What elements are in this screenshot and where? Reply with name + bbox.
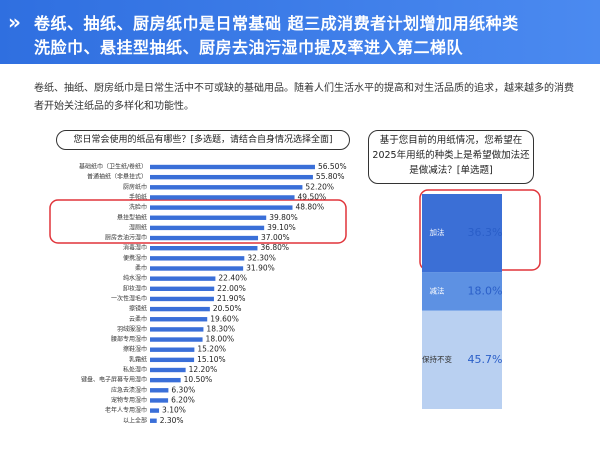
value-label: 3.10%	[162, 406, 186, 415]
bar	[150, 398, 169, 403]
bar	[150, 205, 293, 210]
value-label: 18.30%	[206, 324, 235, 333]
value-label: 32.30%	[247, 253, 276, 262]
category-label: 便携湿巾	[123, 254, 147, 262]
category-label: 消毒湿巾	[123, 244, 147, 252]
header: » 卷纸、抽纸、厨房纸巾是日常基础 超三成消费者计划增加用纸种类 洗脸巾、悬挂型…	[0, 0, 600, 64]
value-label: 31.90%	[246, 264, 275, 273]
intro-text: 卷纸、抽纸、厨房纸巾是日常生活中不可或缺的基础用品。随着人们生活水平的提高和对生…	[34, 83, 574, 112]
value-label: 19.60%	[210, 314, 239, 323]
value-label: 22.00%	[217, 284, 246, 293]
category-label: 一次性湿毛巾	[111, 294, 147, 302]
bar	[150, 215, 267, 220]
bar	[150, 377, 181, 383]
value-label: 20.50%	[213, 304, 242, 313]
bar	[150, 164, 315, 170]
category-label: 厨房去油污湿巾	[105, 234, 147, 242]
category-label: 厨房纸巾	[123, 183, 147, 191]
bar	[150, 317, 208, 322]
value-label: 49.50%	[298, 192, 327, 201]
value-label: 36.80%	[260, 243, 289, 252]
segment-name: 保持不变	[422, 354, 452, 364]
category-label: 键盘、电子屏幕专用湿巾	[81, 376, 147, 384]
bar	[150, 327, 204, 332]
bar	[150, 418, 157, 423]
value-label: 39.80%	[269, 213, 298, 222]
value-label: 10.50%	[184, 375, 213, 384]
value-label: 6.30%	[171, 385, 195, 394]
bar	[150, 367, 186, 373]
value-label: 12.20%	[189, 365, 218, 374]
bar	[150, 306, 210, 312]
category-label: 私处湿巾	[123, 366, 147, 374]
chart-title: 基于您目前的用纸情况，您希望在2025年用纸的种类上是希望做加法还是做减法？[单…	[368, 130, 534, 184]
category-label: 擦鞋湿巾	[123, 345, 147, 353]
bar	[150, 408, 160, 413]
bar-segment	[422, 272, 502, 311]
value-label: 45.7%	[468, 353, 503, 366]
category-label: 悬挂型抽纸	[117, 213, 147, 221]
bar	[150, 225, 265, 231]
bar	[150, 388, 169, 393]
bar	[150, 246, 258, 251]
category-label: 湿厕纸	[129, 223, 147, 231]
category-label: 应急去渍湿巾	[111, 386, 147, 394]
value-label: 21.90%	[217, 294, 246, 303]
bar	[150, 185, 303, 190]
header-title: 洗脸巾、悬挂型抽纸、厨房去油污湿巾提及率进入第二梯队	[34, 38, 464, 57]
category-label: 宠物专用湿巾	[111, 396, 147, 404]
bar	[150, 256, 245, 261]
value-label: 52.20%	[305, 182, 334, 191]
value-label: 18.00%	[206, 335, 235, 344]
bar	[150, 235, 259, 241]
category-label: 以上全部	[123, 416, 147, 424]
value-label: 39.10%	[267, 223, 296, 232]
bar	[150, 296, 214, 302]
category-label: 羽绒服湿巾	[117, 325, 147, 333]
bar	[150, 266, 244, 271]
bar-segment	[422, 310, 502, 409]
bar	[150, 337, 203, 342]
bar	[150, 174, 313, 180]
category-label: 腰部专用湿巾	[111, 335, 147, 343]
value-label: 2.30%	[160, 416, 184, 425]
value-label: 18.0%	[468, 284, 503, 297]
value-label: 37.00%	[261, 233, 290, 242]
category-label: 手帕纸	[129, 193, 147, 201]
category-label: 基础纸巾（卫生纸/卷纸）	[79, 163, 147, 171]
category-label: 洗脸巾	[129, 203, 147, 211]
header-icon: »	[8, 10, 21, 34]
bar	[150, 357, 195, 363]
value-label: 48.80%	[295, 203, 324, 212]
chart-title: 您日常会使用的纸品有哪些？[多选题，请结合自身情况选择全面]	[56, 130, 350, 150]
bar	[150, 195, 295, 200]
category-label: 柔巾	[135, 264, 147, 272]
category-label: 纯水湿巾	[123, 274, 147, 282]
category-label: 乳霜纸	[129, 355, 147, 363]
category-label: 擦镜纸	[129, 305, 147, 313]
highlight-box	[49, 199, 347, 244]
value-label: 55.80%	[316, 172, 345, 181]
header-title: 卷纸、抽纸、厨房纸巾是日常基础 超三成消费者计划增加用纸种类	[34, 14, 519, 33]
bar-segment	[422, 194, 502, 273]
value-label: 15.20%	[197, 345, 226, 354]
bar	[150, 276, 216, 281]
bar	[150, 286, 215, 291]
segment-name: 减法	[430, 285, 445, 295]
category-label: 老年人专用湿巾	[105, 406, 147, 414]
value-label: 56.50%	[318, 162, 347, 171]
value-label: 22.40%	[218, 274, 247, 283]
category-label: 普通抽纸（非悬挂式）	[87, 173, 147, 181]
category-label: 卸妆湿巾	[123, 284, 147, 292]
bar	[150, 347, 195, 352]
value-label: 15.10%	[197, 355, 226, 364]
category-label: 云柔巾	[129, 315, 147, 323]
value-label: 6.20%	[171, 395, 195, 404]
segment-name: 加法	[430, 227, 445, 237]
value-label: 36.3%	[468, 226, 503, 239]
